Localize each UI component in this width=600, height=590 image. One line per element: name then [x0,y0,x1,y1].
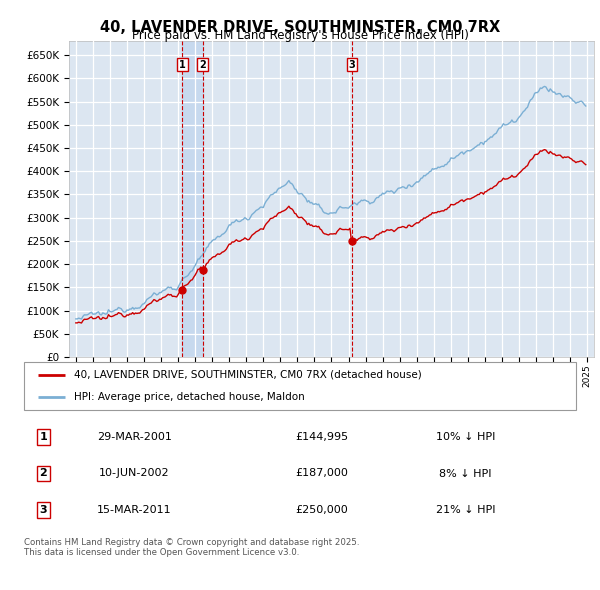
Text: 40, LAVENDER DRIVE, SOUTHMINSTER, CM0 7RX (detached house): 40, LAVENDER DRIVE, SOUTHMINSTER, CM0 7R… [74,370,421,380]
Text: 10-JUN-2002: 10-JUN-2002 [99,468,170,478]
Text: Price paid vs. HM Land Registry's House Price Index (HPI): Price paid vs. HM Land Registry's House … [131,30,469,42]
Text: Contains HM Land Registry data © Crown copyright and database right 2025.
This d: Contains HM Land Registry data © Crown c… [24,538,359,558]
Text: 29-MAR-2001: 29-MAR-2001 [97,432,172,442]
Text: 1: 1 [179,60,185,70]
Text: 2: 2 [199,60,206,70]
Text: 1: 1 [40,432,47,442]
Text: 40, LAVENDER DRIVE, SOUTHMINSTER, CM0 7RX: 40, LAVENDER DRIVE, SOUTHMINSTER, CM0 7R… [100,20,500,35]
Text: £250,000: £250,000 [296,505,349,514]
Text: 21% ↓ HPI: 21% ↓ HPI [436,505,496,514]
Text: 3: 3 [40,505,47,514]
Text: 8% ↓ HPI: 8% ↓ HPI [439,468,492,478]
FancyBboxPatch shape [24,362,576,410]
Text: £144,995: £144,995 [296,432,349,442]
Text: 2: 2 [40,468,47,478]
Text: 3: 3 [349,60,355,70]
Bar [182,41,203,357]
Text: 15-MAR-2011: 15-MAR-2011 [97,505,172,514]
Text: £187,000: £187,000 [296,468,349,478]
Text: HPI: Average price, detached house, Maldon: HPI: Average price, detached house, Mald… [74,392,304,402]
Text: 10% ↓ HPI: 10% ↓ HPI [436,432,495,442]
